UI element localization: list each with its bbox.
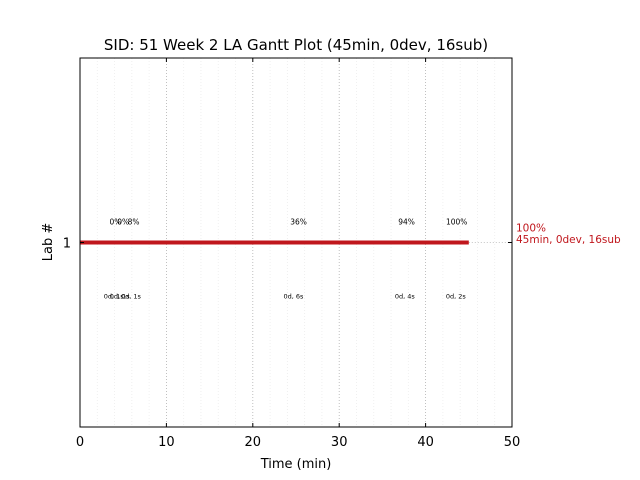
progress-annotation: 8% [128,218,140,227]
x-tick-label: 10 [158,435,175,450]
chart-title: SID: 51 Week 2 LA Gantt Plot (45min, 0de… [104,36,488,54]
y-axis-label: Lab # [41,223,56,262]
deviation-annotation: 0d, 1s [110,293,131,301]
x-tick-label: 50 [504,435,521,450]
deviation-annotation: 0d, 6s [283,293,304,301]
x-axis-label: Time (min) [260,457,332,472]
x-tick-label: 20 [245,435,262,450]
progress-annotation: 100% [446,218,467,227]
x-tick-label: 40 [417,435,434,450]
x-axis-ticks: 0 10 20 30 40 50 [76,58,520,450]
x-tick-label: 0 [76,435,84,450]
deviation-annotation: 0d, 1s [104,293,125,301]
deviation-annotation: 0d, 2s [446,293,467,301]
deviation-annotation: 0d, 1s [121,293,142,301]
progress-annotation: 0% [117,218,129,227]
progress-annotation: 94% [398,218,415,227]
deviation-annotation: 0d, 4s [395,293,416,301]
bar-end-label: 45min, 0dev, 16sub [516,234,621,246]
y-tick-label: 1 [63,237,71,252]
x-tick-label: 30 [331,435,348,450]
progress-annotation: 36% [290,218,307,227]
progress-annotation: 0% [109,218,121,227]
y-axis-ticks: 1 [63,237,512,252]
bar-end-label: 100% [516,223,546,235]
